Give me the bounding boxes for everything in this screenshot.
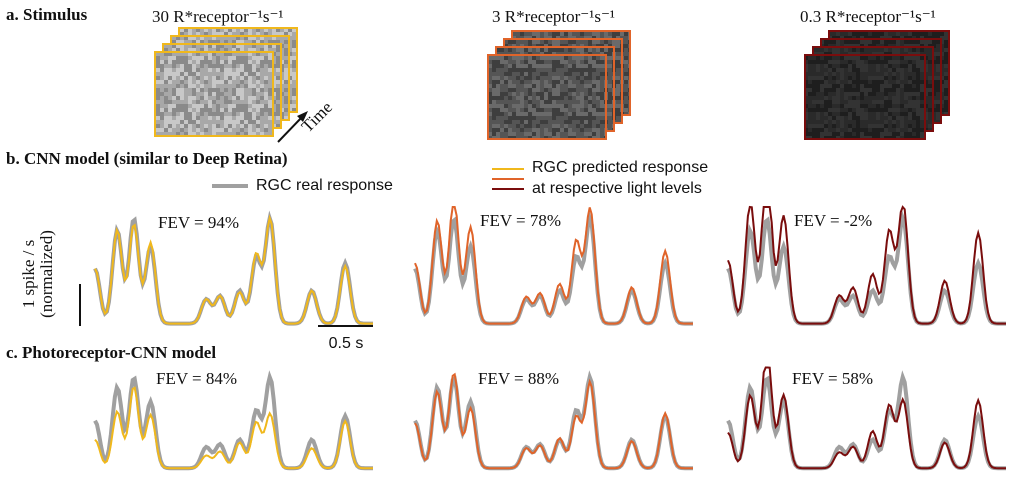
predicted-trace <box>95 218 373 324</box>
legend-text: at respective light levels <box>532 180 702 197</box>
predicted-trace <box>95 388 373 468</box>
scale-label: 1 spike / s <box>19 240 38 308</box>
scale-label: (normalized) <box>37 230 56 318</box>
light-level: 0.3 R*receptor⁻¹s⁻¹ <box>800 7 936 26</box>
legend-text: RGC real response <box>256 177 393 194</box>
panel-label: b. CNN model (similar to Deep Retina) <box>6 149 288 168</box>
stimulus <box>155 28 949 139</box>
panel-label: a. Stimulus <box>6 5 88 24</box>
stimulus-frame <box>488 55 606 139</box>
real-trace <box>415 218 693 323</box>
fev: FEV = 84% <box>156 369 237 388</box>
fev: FEV = 78% <box>480 211 561 230</box>
fev: FEV = 88% <box>478 369 559 388</box>
traces <box>95 207 1006 468</box>
fev: FEV = 58% <box>792 369 873 388</box>
predicted-trace <box>415 374 693 468</box>
stimulus-frame <box>155 52 273 136</box>
real-trace <box>728 377 1006 468</box>
stimulus-frame <box>805 55 925 139</box>
legend-text: RGC predicted response <box>532 159 708 176</box>
light-level: 30 R*receptor⁻¹s⁻¹ <box>152 7 284 26</box>
fev: FEV = -2% <box>794 211 872 230</box>
fev: FEV = 94% <box>158 213 239 232</box>
light-level: 3 R*receptor⁻¹s⁻¹ <box>492 7 615 26</box>
scale-label: 0.5 s <box>329 335 364 352</box>
panel-label: c. Photoreceptor-CNN model <box>6 343 216 362</box>
real-trace <box>728 218 1006 323</box>
figure: a. Stimulus 30 R*receptor⁻¹s⁻¹ 3 R*recep… <box>0 0 1009 477</box>
time-label: Time <box>298 98 336 136</box>
